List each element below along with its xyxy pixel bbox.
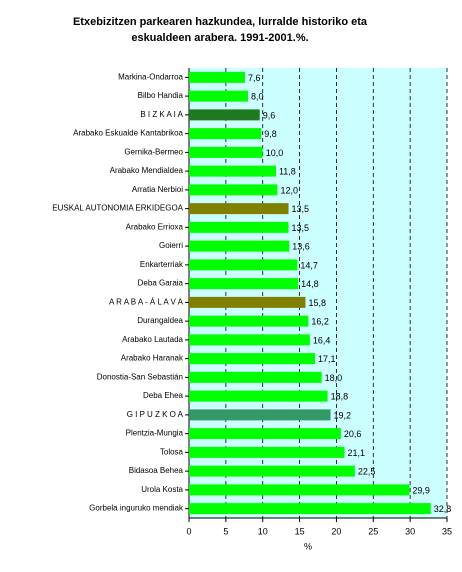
bar xyxy=(189,71,246,83)
value-label: 22,5 xyxy=(358,467,376,477)
chart-title: Etxebizitzen parkearen hazkundea, lurral… xyxy=(72,16,368,44)
y-tick-label: Deba Garaia xyxy=(138,279,184,288)
y-tick-label: Bilbo Handia xyxy=(138,91,184,100)
bar xyxy=(189,203,289,215)
value-label: 29,9 xyxy=(412,485,430,495)
bar xyxy=(189,90,248,102)
bar xyxy=(189,409,331,421)
x-tick-label: 25 xyxy=(368,526,378,536)
y-tick-label: Arabako Eskualde Kantabrikoa xyxy=(73,129,183,138)
bar xyxy=(189,259,298,271)
x-tick-label: 5 xyxy=(223,526,228,536)
bar xyxy=(189,334,310,346)
x-axis-label: % xyxy=(304,541,312,551)
value-label: 11,8 xyxy=(279,167,296,177)
value-label: 13,5 xyxy=(292,223,310,233)
y-tick-label: B I Z K A I A xyxy=(140,110,183,119)
y-tick-label: Deba Ehea xyxy=(143,391,184,400)
y-tick-label: Arabako Mendialdea xyxy=(110,166,184,175)
y-tick-label: Markina-Ondarroa xyxy=(118,72,183,81)
value-label: 7,6 xyxy=(248,73,261,83)
value-label: 19,2 xyxy=(334,410,352,420)
bar xyxy=(189,446,345,458)
x-tick-label: 20 xyxy=(331,526,341,536)
value-label: 18,0 xyxy=(325,373,343,383)
y-tick-label: G I P U Z K O A xyxy=(127,410,184,419)
value-label: 10,0 xyxy=(266,148,284,158)
value-label: 18,8 xyxy=(331,392,349,402)
y-tick-label: Arratia Nerbioi xyxy=(132,185,183,194)
value-label: 9,6 xyxy=(263,110,276,120)
value-label: 13,5 xyxy=(292,204,310,214)
value-label: 12,0 xyxy=(280,185,298,195)
bar xyxy=(189,221,289,233)
value-label: 21,1 xyxy=(348,448,366,458)
y-tick-label: Durangaldea xyxy=(137,316,183,325)
x-tick-label: 15 xyxy=(295,526,305,536)
x-tick-label: 10 xyxy=(258,526,268,536)
bar xyxy=(189,278,299,290)
bar xyxy=(189,390,328,402)
value-label: 15,8 xyxy=(308,298,326,308)
y-tick-label: Bidasoa Behea xyxy=(129,466,184,475)
y-tick-label: Arabako Lautada xyxy=(122,335,183,344)
y-tick-label: Arabako Haranak xyxy=(121,354,184,363)
value-label: 8,0 xyxy=(251,92,264,102)
x-tick-label: 35 xyxy=(442,526,452,536)
y-tick-label: Tolosa xyxy=(160,447,184,456)
y-tick-label: Gernika-Bermeo xyxy=(124,147,183,156)
value-label: 32,8 xyxy=(434,504,452,514)
value-label: 20,6 xyxy=(344,429,362,439)
x-tick-label: 0 xyxy=(186,526,191,536)
y-tick-label: Urola Kosta xyxy=(141,485,183,494)
y-tick-label: EUSKAL AUTONOMIA ERKIDEGOA xyxy=(52,204,183,213)
y-tick-label: Donostia-San Sebastián xyxy=(97,372,183,381)
bar xyxy=(189,184,278,196)
value-label: 9,8 xyxy=(264,129,277,139)
x-tick-label: 30 xyxy=(405,526,415,536)
y-tick-label: Arabako Errioxa xyxy=(126,222,184,231)
value-label: 14,7 xyxy=(300,260,318,270)
bar xyxy=(189,128,262,140)
bar xyxy=(189,165,276,177)
y-tick-label: Enkarterriak xyxy=(140,260,184,269)
bar xyxy=(189,240,290,252)
bar xyxy=(189,484,410,496)
value-label: 13,6 xyxy=(292,242,310,252)
bar xyxy=(189,503,431,515)
value-label: 14,8 xyxy=(301,279,319,289)
y-tick-label: A R A B A - Á L A V A xyxy=(109,297,184,306)
value-label: 16,2 xyxy=(311,317,329,327)
bar xyxy=(189,296,306,308)
plot-area xyxy=(189,68,447,518)
bar xyxy=(189,146,263,158)
y-tick-label: Plentzia-Mungia xyxy=(126,429,184,438)
bar xyxy=(189,315,309,327)
y-tick-label: Gorbela inguruko mendiak xyxy=(89,504,184,513)
bar xyxy=(189,465,355,477)
bar xyxy=(189,353,316,365)
bar xyxy=(189,371,322,383)
bar xyxy=(189,428,341,440)
value-label: 16,4 xyxy=(313,335,331,345)
y-tick-label: Goierri xyxy=(159,241,183,250)
bar xyxy=(189,109,260,121)
value-label: 17,1 xyxy=(318,354,336,364)
